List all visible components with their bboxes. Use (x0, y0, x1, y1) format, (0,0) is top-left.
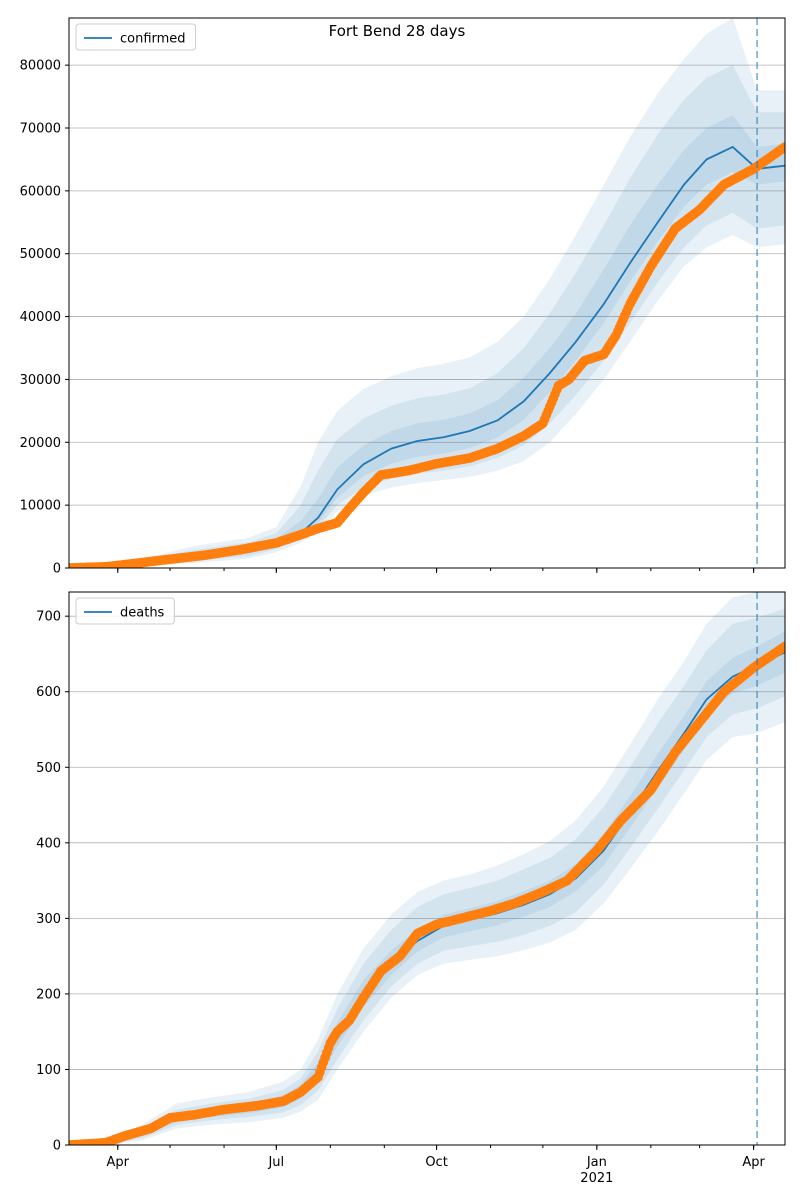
x-tick-label: Apr (742, 1155, 765, 1170)
legend-label: deaths (120, 606, 165, 621)
y-tick-label: 500 (36, 761, 61, 776)
y-tick-label: 60000 (20, 184, 61, 199)
legend-label: confirmed (120, 32, 186, 47)
confirmed-panel: 0 10000 20000 30000 40000 50000 60000 70000 8000… (20, 17, 786, 577)
observed-point (780, 142, 785, 152)
x-tick-label: Jan (586, 1155, 607, 1170)
observed-points (69, 641, 785, 1145)
y-tick-label: 200 (36, 987, 61, 1002)
y-tick-label: 400 (36, 836, 61, 851)
y-tick-label: 80000 (20, 59, 61, 74)
legend: deaths (75, 597, 175, 625)
y-tick-label: 10000 (20, 499, 61, 514)
y-tick-label: 50000 (20, 247, 61, 262)
x-tick-label: Oct (425, 1155, 447, 1170)
y-tick-label: 70000 (20, 122, 61, 137)
axes-frame (68, 17, 786, 569)
x-tick-year-label: 2021 (580, 1171, 613, 1186)
legend-box (75, 23, 197, 51)
y-tick-label: 100 (36, 1063, 61, 1078)
confidence-band (69, 631, 785, 1145)
y-tick-label: 700 (36, 610, 61, 625)
confidence-band (69, 115, 785, 568)
y-tick-label: 40000 (20, 310, 61, 325)
observed-points (69, 142, 785, 568)
y-tick-label: 20000 (20, 436, 61, 451)
confidence-band (69, 608, 785, 1145)
x-tick-label: Apr (107, 1155, 130, 1170)
confidence-band (69, 592, 785, 1145)
confidence-band (69, 18, 785, 568)
y-tick-label: 300 (36, 912, 61, 927)
y-tick-label: 0 (53, 562, 61, 577)
observed-point (780, 641, 785, 652)
legend: confirmed (75, 23, 197, 51)
x-tick-label: Jul (267, 1155, 284, 1170)
y-tick-label: 30000 (20, 373, 61, 388)
axes-frame (68, 591, 786, 1146)
y-tick-label: 600 (36, 685, 61, 700)
figure-title: Fort Bend 28 days (329, 22, 466, 40)
legend-box (75, 597, 175, 625)
y-tick-label: 0 (53, 1139, 61, 1154)
